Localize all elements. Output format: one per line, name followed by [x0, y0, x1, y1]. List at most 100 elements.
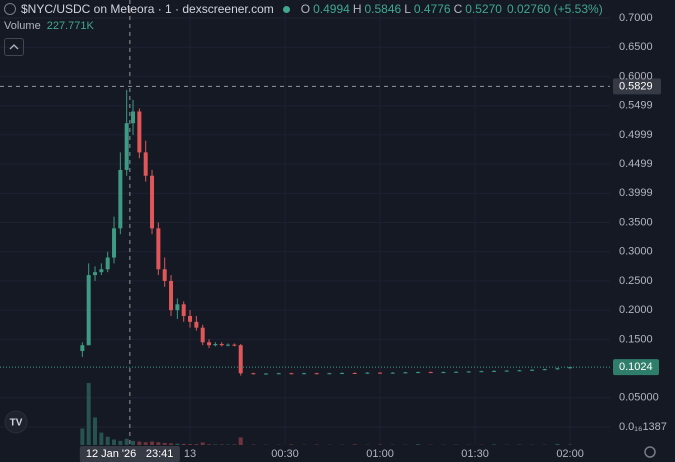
crosshair-time: 23:41 [146, 448, 174, 460]
candle-body [232, 344, 237, 346]
ohlc-value: 0.4994 [313, 2, 350, 16]
candle-body [188, 315, 193, 322]
volume-bar [238, 437, 243, 445]
volume-bar [105, 436, 110, 445]
volume-bar [181, 443, 186, 445]
candle-body [378, 372, 383, 374]
ohlc-value: 0.5846 [364, 2, 402, 16]
volume-bar [194, 444, 199, 445]
volume-bar [156, 442, 161, 445]
candle-body [365, 372, 370, 374]
volume-bar [492, 444, 497, 445]
candle-body [118, 169, 123, 229]
candle-body [340, 372, 345, 374]
candle-body [105, 257, 110, 270]
volume-bar [93, 417, 98, 445]
candle-body [238, 345, 243, 374]
x-tick-label: 00:30 [271, 448, 299, 460]
volume-bar [143, 442, 148, 445]
candle-body [530, 369, 535, 371]
x-tick-label: 01:30 [461, 448, 489, 460]
volume-bar [112, 439, 117, 445]
crosshair-date: 12 Jan '26 [86, 448, 136, 460]
volume-bar [99, 432, 104, 445]
candle-body [137, 111, 142, 153]
candle-body [403, 372, 408, 374]
candle-body [542, 369, 547, 371]
ohlc-value: 0.4776 [413, 2, 451, 16]
candle-body [131, 111, 136, 124]
volume-bar [352, 444, 357, 445]
volume-bar [162, 442, 167, 445]
candle-body [219, 344, 224, 346]
candle-body [200, 327, 205, 343]
volume-label: Volume [4, 20, 41, 32]
ohlc-key: O [300, 2, 311, 16]
candle-body [162, 269, 167, 281]
volume-bar [416, 444, 421, 445]
overlay: 0.1024 0.5829 12 Jan '26 23:41 [0, 0, 661, 462]
candle-body [86, 275, 91, 346]
x-tick-label: 13 [184, 448, 196, 460]
logo[interactable] [4, 410, 28, 434]
ohlc-value: 0.5270 [465, 2, 502, 16]
candle-body [112, 228, 117, 258]
candle-body [504, 370, 509, 372]
y-tick-label: 0.5499 [619, 100, 653, 112]
volume-bar [289, 444, 294, 445]
candle-body [428, 372, 433, 374]
candle-body [289, 373, 294, 375]
y-tick-label: 0.6500 [619, 41, 653, 53]
volume-bar [169, 443, 174, 445]
candle-body [466, 371, 471, 373]
volume-value: 227.771K [46, 20, 94, 32]
y-tick-label: 0.3000 [619, 246, 653, 258]
volume-bar [188, 444, 193, 445]
collapse-button[interactable] [4, 38, 24, 56]
y-tick-label: 0.7000 [619, 12, 653, 24]
crosshair-price-box [613, 78, 661, 95]
candle-layer [80, 89, 573, 376]
title: $NYC/USDC on Meteora · 1 · dexscreener.c… [21, 2, 274, 16]
y-tick-label: 0.2500 [619, 275, 653, 287]
status-dot [282, 5, 290, 13]
candle-body [416, 372, 421, 374]
volume-bar [137, 441, 142, 445]
volume-bar [86, 383, 91, 445]
ohlc-key: H [352, 2, 362, 16]
candle-body [390, 372, 395, 374]
candle-body [194, 321, 199, 328]
header: $NYC/USDC on Meteora · 1 · dexscreener.c… [4, 2, 603, 16]
candle-body [517, 370, 522, 372]
candle-body [226, 344, 231, 346]
volume-layer [80, 383, 573, 445]
y-tick-label: 0.05000 [619, 392, 659, 404]
candle-body [175, 304, 180, 311]
candle-body [169, 280, 174, 311]
x-tick-label: 01:00 [366, 448, 394, 460]
candle-body [80, 345, 85, 352]
volume-bar [213, 444, 218, 445]
candle-body [454, 371, 459, 373]
candle-body [264, 373, 269, 375]
candle-body [150, 175, 155, 229]
settings-icon[interactable] [644, 446, 656, 458]
volume-bar [219, 444, 224, 445]
candle-body [93, 272, 98, 276]
volume-bar [124, 438, 129, 445]
candle-body [441, 372, 446, 374]
volume-bar [150, 441, 155, 445]
candle-body [99, 269, 104, 273]
crosshair-price-label: 0.5829 [619, 80, 653, 92]
candle-body [207, 342, 212, 346]
x-tick-label: 02:00 [556, 448, 584, 460]
candle-body [492, 370, 497, 372]
candle-body [156, 228, 161, 270]
volume-bar [131, 440, 136, 445]
candle-body [143, 152, 148, 176]
y-tick-label: 0.1500 [619, 333, 653, 345]
volume-bar [200, 442, 205, 445]
volume-bar [80, 428, 85, 445]
y-tick-label: 0.2000 [619, 304, 653, 316]
y-tick-label: 0.3500 [619, 216, 653, 228]
